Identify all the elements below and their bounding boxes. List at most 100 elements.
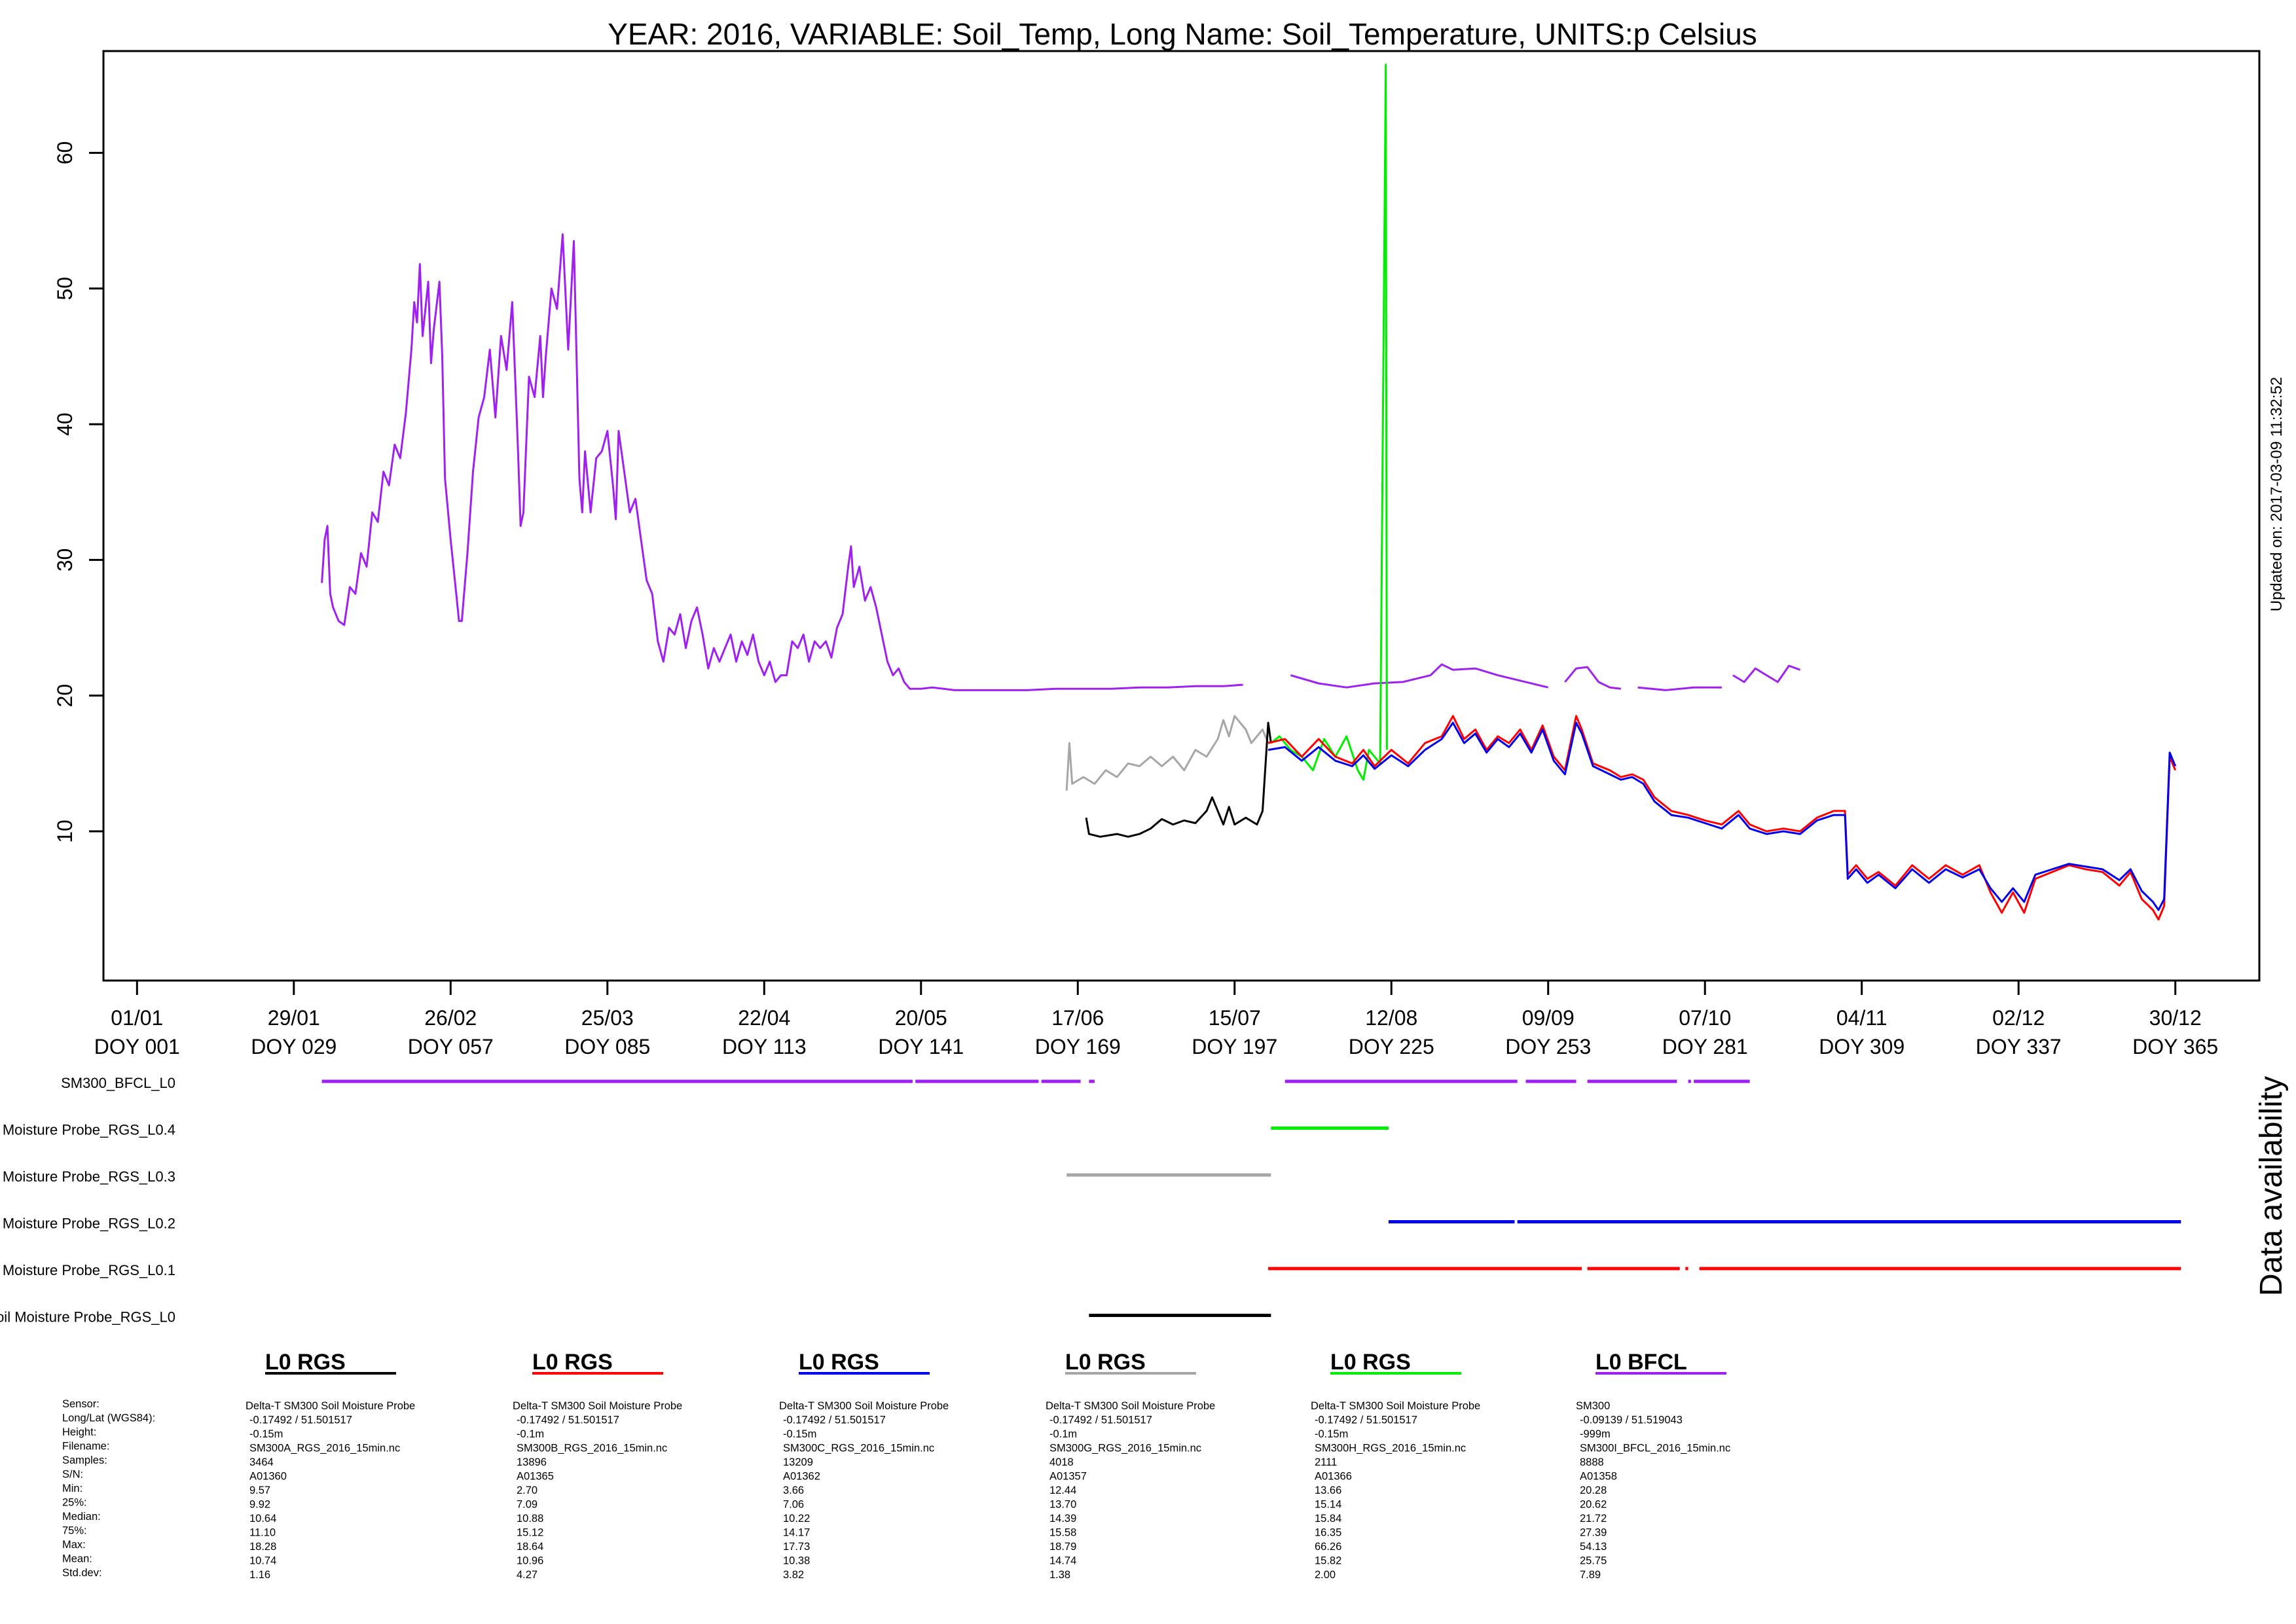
stats-value: 54.13 — [1580, 1541, 1607, 1553]
stats-value: 20.62 — [1580, 1499, 1607, 1511]
stats-row-label: Min: — [62, 1483, 82, 1494]
stats-value: 13209 — [783, 1456, 813, 1468]
stats-value: 3.66 — [783, 1485, 804, 1496]
stats-value: 2.70 — [517, 1485, 538, 1496]
x-tick-doy-label: DOY 169 — [1035, 1035, 1121, 1058]
stats-row-label: S/N: — [62, 1469, 83, 1481]
series-sm300-soil-moisture-probe-rgs-l0-4-line — [1270, 63, 1388, 781]
stats-value: 18.28 — [249, 1541, 276, 1553]
availability-row-label: SM300 Soil Moisture Probe_RGS_L0.1 — [0, 1262, 175, 1278]
x-tick-date-label: 25/03 — [581, 1006, 634, 1030]
x-tick-doy-label: DOY 113 — [722, 1035, 807, 1058]
y-tick-label: 50 — [53, 277, 77, 300]
x-tick-date-label: 30/12 — [2149, 1006, 2202, 1030]
x-tick-doy-label: DOY 337 — [1976, 1035, 2062, 1058]
availability-row-label: SM300 Soil Moisture Probe_RGS_L0 — [0, 1309, 175, 1326]
x-tick-date-label: 09/09 — [1522, 1006, 1575, 1030]
stats-value: 1.38 — [1049, 1569, 1070, 1581]
stats-value: 27.39 — [1580, 1527, 1607, 1539]
stats-row-label: Samples: — [62, 1454, 107, 1466]
x-tick-doy-label: DOY 309 — [1819, 1035, 1904, 1058]
stats-value: 10.38 — [783, 1555, 810, 1567]
stats-value: 9.57 — [249, 1485, 270, 1496]
stats-value: SM300C_RGS_2016_15min.nc — [783, 1443, 934, 1454]
y-tick-label: 20 — [53, 684, 77, 708]
stats-row-label: Mean: — [62, 1553, 92, 1565]
stats-value: 10.22 — [783, 1513, 810, 1525]
plot-area: 10 20 30 40 50 60 01/01 DOY 001 29/01 DOY 029 26/… — [53, 50, 2261, 1058]
stats-value: SM300B_RGS_2016_15min.nc — [517, 1443, 667, 1454]
stats-value: 14.17 — [783, 1527, 810, 1539]
x-tick-doy-label: DOY 141 — [878, 1035, 964, 1058]
stats-row-label: 75%: — [62, 1525, 87, 1537]
stats-value: 21.72 — [1580, 1513, 1607, 1525]
stats-value: -0.17492 / 51.501517 — [517, 1415, 619, 1426]
stats-value: 8888 — [1580, 1456, 1604, 1468]
stats-value: -0.17492 / 51.501517 — [1049, 1415, 1152, 1426]
stats-value: -0.17492 / 51.501517 — [1315, 1415, 1417, 1426]
stats-value: -0.1m — [517, 1428, 544, 1440]
x-tick-doy-label: DOY 281 — [1662, 1035, 1748, 1058]
series-sm300-bfcl-l0-line — [1564, 666, 1622, 690]
stats-value: 15.82 — [1315, 1555, 1341, 1567]
stats-value: -0.17492 / 51.501517 — [783, 1415, 886, 1426]
y-tick-label: 30 — [53, 549, 77, 572]
plot-frame — [102, 50, 2261, 982]
availability-row-label: SM300 Soil Moisture Probe_RGS_L0.4 — [0, 1122, 175, 1138]
stats-value: -999m — [1580, 1428, 1611, 1440]
stats-value: -0.15m — [249, 1428, 283, 1440]
stats-value: A01357 — [1049, 1471, 1087, 1483]
stats-value: -0.17492 / 51.501517 — [249, 1415, 352, 1426]
stats-value: 14.74 — [1049, 1555, 1076, 1567]
stats-value: Delta-T SM300 Soil Moisture Probe — [779, 1400, 949, 1412]
availability-row-label: SM300 Soil Moisture Probe_RGS_L0.2 — [0, 1216, 175, 1232]
series-sm300-bfcl-l0-line — [1637, 686, 1722, 691]
stats-row-label: Filename: — [62, 1441, 109, 1453]
stats-value: 15.12 — [517, 1527, 543, 1539]
stats-value: 20.28 — [1580, 1485, 1607, 1496]
stats-column-header: L0 RGS — [1065, 1350, 1146, 1375]
x-tick-date-label: 26/02 — [424, 1006, 477, 1030]
x-tick-date-label: 17/06 — [1051, 1006, 1104, 1030]
stats-row-label: Std.dev: — [62, 1567, 102, 1579]
stats-value: SM300I_BFCL_2016_15min.nc — [1580, 1443, 1730, 1454]
x-tick-doy-label: DOY 029 — [251, 1035, 337, 1058]
series-sm300-bfcl-l0-line — [1290, 663, 1549, 689]
series-sm300-soil-moisture-probe-rgs-l0-1-line — [1267, 715, 2177, 921]
stats-row-label: Median: — [62, 1511, 101, 1523]
stats-value: SM300H_RGS_2016_15min.nc — [1315, 1443, 1466, 1454]
x-tick-date-label: 22/04 — [738, 1006, 790, 1030]
stats-value: 7.89 — [1580, 1569, 1601, 1581]
stats-row-label: Long/Lat (WGS84): — [62, 1413, 155, 1424]
stats-value: Delta-T SM300 Soil Moisture Probe — [246, 1400, 415, 1412]
x-tick-date-label: 20/05 — [895, 1006, 947, 1030]
x-tick-date-label: 04/11 — [1836, 1006, 1887, 1030]
x-tick-date-label: 12/08 — [1365, 1006, 1417, 1030]
x-axis: 01/01 DOY 001 29/01 DOY 029 26/02 DOY 057 25/0… — [94, 981, 2218, 1058]
stats-value: 15.14 — [1315, 1499, 1341, 1511]
stats-value: 16.35 — [1315, 1527, 1341, 1539]
stats-value: 25.75 — [1580, 1555, 1607, 1567]
y-tick-label: 40 — [53, 412, 77, 436]
stats-value: -0.1m — [1049, 1428, 1077, 1440]
stats-value: Delta-T SM300 Soil Moisture Probe — [513, 1400, 682, 1412]
stats-value: 13.70 — [1049, 1499, 1076, 1511]
stats-value: -0.15m — [1315, 1428, 1348, 1440]
stats-value: A01366 — [1315, 1471, 1352, 1483]
availability-row-label: SM300_BFCL_L0 — [61, 1075, 175, 1091]
stats-value: 18.79 — [1049, 1541, 1076, 1553]
stats-value: 2.00 — [1315, 1569, 1336, 1581]
updated-timestamp: Updated on: 2017-03-09 11:32:52 — [2268, 377, 2286, 612]
stats-value: 9.92 — [249, 1499, 270, 1511]
stats-value: 2111 — [1315, 1456, 1337, 1468]
x-tick-date-label: 15/07 — [1209, 1006, 1261, 1030]
stats-value: 10.88 — [517, 1513, 543, 1525]
stats-value: Delta-T SM300 Soil Moisture Probe — [1311, 1400, 1480, 1412]
series-sm300-soil-moisture-probe-rgs-l0-2-line — [1267, 721, 2177, 911]
stats-value: Delta-T SM300 Soil Moisture Probe — [1046, 1400, 1215, 1412]
stats-value: 13.66 — [1315, 1485, 1341, 1496]
stats-row-label: Sensor: — [62, 1398, 100, 1410]
stats-value: 17.73 — [783, 1541, 810, 1553]
stats-value: 10.74 — [249, 1555, 276, 1567]
